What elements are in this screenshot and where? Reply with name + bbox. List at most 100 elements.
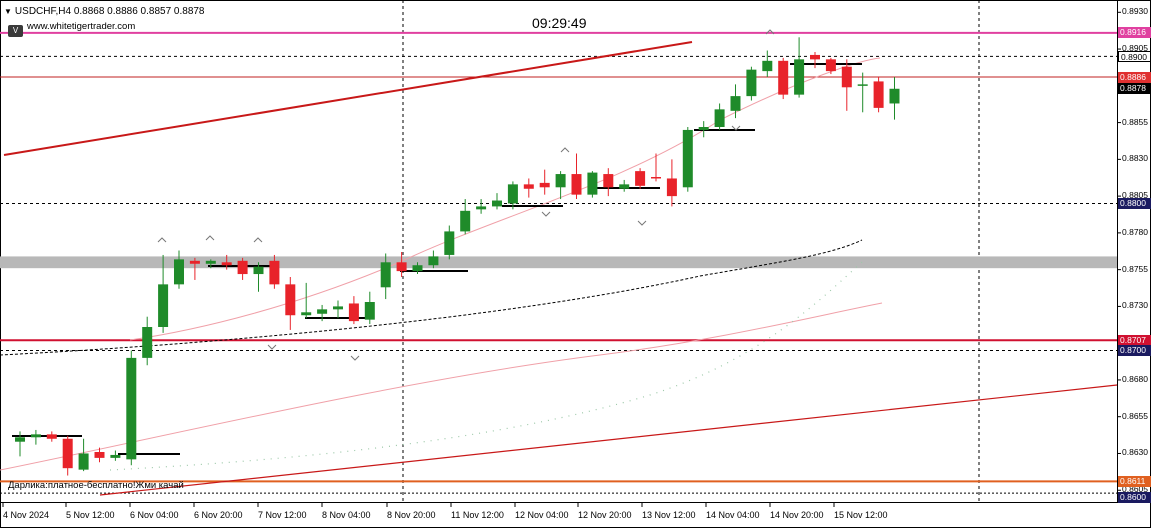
price-tick: 0.8655 — [1122, 410, 1148, 421]
price-label: 0.8886 — [1118, 71, 1151, 83]
candle-body — [94, 452, 105, 458]
fractal-up-icon — [157, 237, 167, 243]
candle-body — [142, 327, 153, 358]
candle-body — [507, 184, 518, 204]
time-tick: 6 Nov 20:00 — [194, 510, 243, 520]
fast-moving-average — [129, 57, 881, 341]
time-tick: 5 Nov 12:00 — [66, 510, 115, 520]
candle-body — [62, 438, 73, 469]
candle-body — [78, 453, 89, 470]
candle-body — [651, 177, 661, 179]
website-label: www.whitetigertrader.com — [27, 21, 136, 32]
candle-body — [492, 200, 502, 207]
fractal-up-icon — [765, 29, 775, 35]
time-tick: 13 Nov 12:00 — [642, 510, 696, 520]
candle-body — [412, 265, 423, 272]
price-tick: 0.8780 — [1122, 226, 1148, 237]
expert-v-button[interactable]: V — [8, 25, 23, 37]
candle-body — [428, 256, 439, 266]
fractal-down-icon — [637, 220, 647, 226]
dotted-indicator — [109, 261, 863, 471]
time-tick: 4 Nov 2024 — [3, 510, 50, 520]
price-label: 0.8800 — [1118, 197, 1151, 209]
candle-body — [317, 309, 328, 314]
candle-body — [825, 59, 836, 72]
candle-body — [539, 182, 550, 188]
clock-label: 09:29:49 — [532, 15, 587, 31]
candle-body — [746, 69, 757, 97]
candle-body — [698, 127, 709, 130]
fractal-up-icon — [560, 147, 570, 153]
candle-body — [571, 174, 582, 195]
dropdown-arrow-icon[interactable]: ▼ — [4, 7, 12, 16]
candle-body — [301, 312, 312, 316]
candle-body — [46, 434, 57, 439]
candle-body — [237, 260, 248, 275]
candle-body — [460, 210, 471, 232]
price-label: 0.8600 — [1118, 492, 1151, 504]
candle-body — [380, 262, 391, 288]
candle-body — [523, 184, 534, 189]
candle-body — [794, 59, 805, 95]
price-label: 0.8916 — [1118, 27, 1151, 39]
price-tick: 0.8855 — [1122, 116, 1148, 127]
candle-body — [841, 66, 852, 88]
candle-body — [619, 184, 630, 189]
time-tick: 12 Nov 04:00 — [515, 510, 569, 520]
candle-body — [873, 81, 884, 108]
candle-body — [762, 60, 773, 72]
price-tick: 0.8605 — [1122, 484, 1148, 495]
fractal-down-icon — [731, 125, 741, 131]
candle-body — [476, 206, 487, 210]
candle-body — [15, 437, 25, 442]
candle-body — [730, 96, 741, 111]
symbol-header: ▼ USDCHF,H4 0.8868 0.8886 0.8857 0.8878 — [4, 6, 205, 17]
time-tick: 15 Nov 12:00 — [834, 510, 888, 520]
time-tick: 8 Nov 04:00 — [322, 510, 371, 520]
price-tick: 0.8630 — [1122, 447, 1148, 458]
fractal-up-icon — [205, 235, 215, 241]
time-tick: 14 Nov 04:00 — [706, 510, 760, 520]
candle-body — [603, 174, 614, 188]
candle-body — [348, 303, 359, 322]
candle-body — [555, 174, 566, 188]
candle-body — [253, 266, 264, 275]
candle-body — [857, 84, 868, 86]
time-tick: 6 Nov 04:00 — [130, 510, 179, 520]
candle-body — [174, 259, 184, 285]
candle-body — [189, 260, 200, 264]
time-tick: 14 Nov 20:00 — [770, 510, 824, 520]
candle-body — [333, 306, 343, 310]
fractal-down-icon — [541, 211, 551, 217]
time-tick: 8 Nov 20:00 — [387, 510, 436, 520]
price-tick: 0.8805 — [1122, 190, 1148, 201]
support-band — [0, 256, 1117, 269]
candle-body — [635, 171, 646, 186]
price-tick: 0.8830 — [1122, 153, 1148, 164]
candle-body — [30, 434, 41, 438]
price-label: 0.8700 — [1118, 345, 1151, 357]
candle-body — [587, 172, 598, 195]
candle-body — [666, 178, 677, 197]
upper-trend-line — [3, 41, 693, 156]
fractal-up-icon — [253, 237, 263, 243]
candle-body — [269, 260, 280, 285]
slow-moving-average — [0, 239, 863, 356]
candle-body — [778, 60, 789, 95]
candle-body — [126, 357, 137, 460]
price-tick: 0.8905 — [1122, 43, 1148, 54]
candle-body — [682, 129, 693, 188]
price-tick: 0.8730 — [1122, 300, 1148, 311]
candle-body — [110, 454, 121, 458]
symbol-info: USDCHF,H4 0.8868 0.8886 0.8857 0.8878 — [14, 6, 205, 17]
time-tick: 11 Nov 12:00 — [451, 510, 504, 520]
time-tick: 12 Nov 20:00 — [578, 510, 632, 520]
candle-body — [221, 262, 232, 266]
price-tick: 0.8755 — [1122, 263, 1148, 274]
indicator-note: Дарлика:платное-бесплатно!Жми качай — [8, 480, 184, 491]
fractal-down-icon — [267, 344, 277, 350]
candle-body — [889, 88, 900, 104]
price-tick: 0.8680 — [1122, 373, 1148, 384]
candle-body — [205, 260, 216, 264]
